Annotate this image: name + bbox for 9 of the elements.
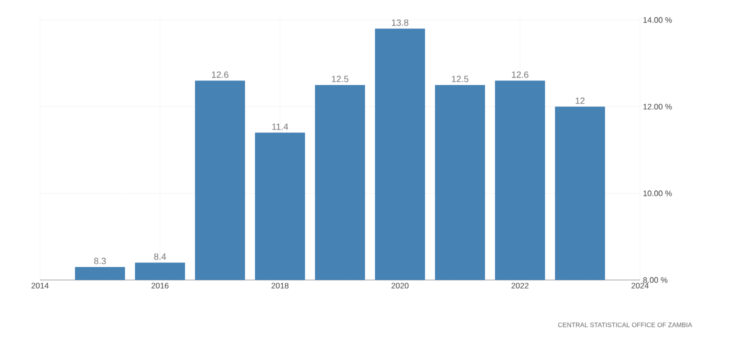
data-label: 12.5 <box>332 76 348 82</box>
data-label: 8.4 <box>154 253 166 260</box>
data-label: 13.8 <box>392 19 408 26</box>
data-label: 12 <box>576 98 585 104</box>
data-label: 12.6 <box>212 71 228 78</box>
data-label: 8.3 <box>94 258 106 264</box>
data-label: 11.4 <box>272 124 288 130</box>
data-label: 12.5 <box>452 76 468 82</box>
data-label: 12.6 <box>512 71 528 78</box>
